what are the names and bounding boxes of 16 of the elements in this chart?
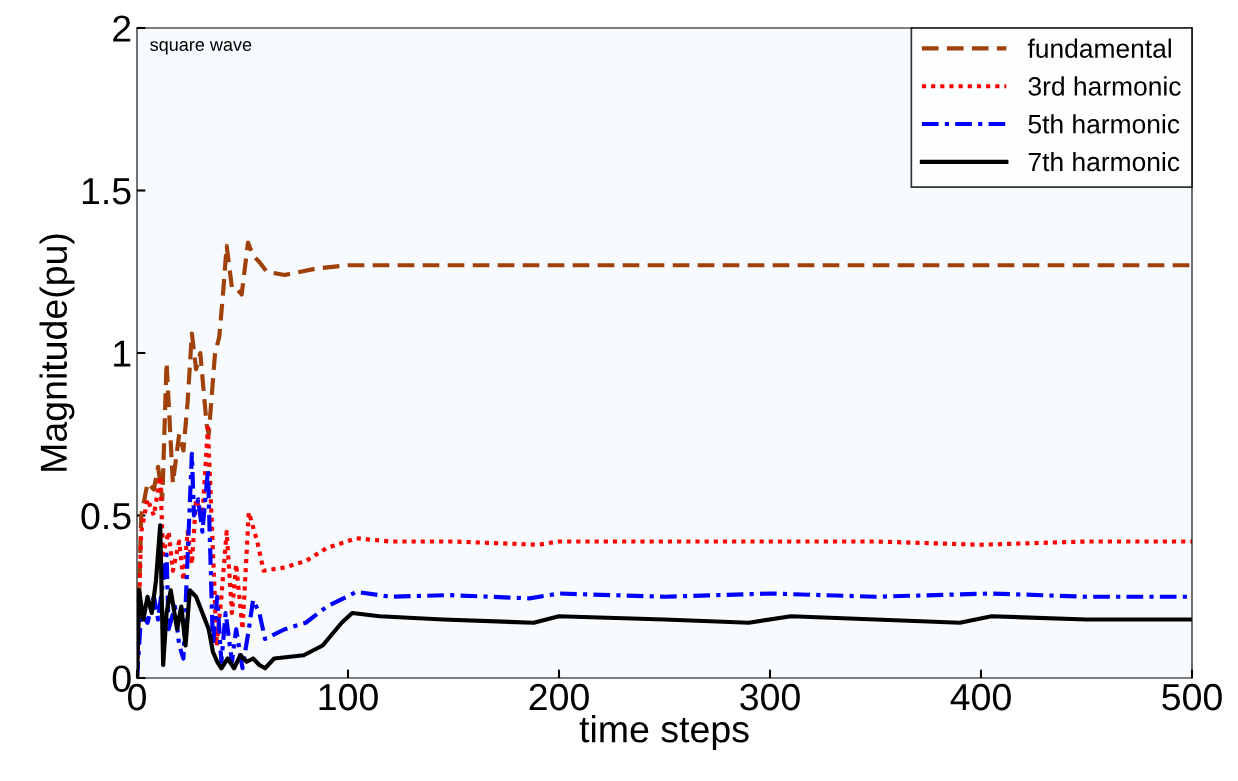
x-tick-label: 100 <box>319 683 378 711</box>
legend-label: 3rd harmonic <box>1028 76 1181 96</box>
x-tick-label: 200 <box>529 683 589 711</box>
legend-label: 5th harmonic <box>1028 114 1180 134</box>
legend-label: 7th harmonic <box>1028 151 1180 172</box>
y-tick-label: 1.5 <box>82 178 131 205</box>
x-tick-label: 400 <box>950 683 1011 711</box>
annotation: square wave <box>150 41 252 55</box>
y-tick-label: 1 <box>114 340 131 367</box>
y-axis-title: Magnitude(pu) <box>39 234 75 471</box>
legend-label: fundamental <box>1027 38 1171 58</box>
x-axis-title: time steps <box>579 715 749 750</box>
y-tick-label: 0.5 <box>81 502 131 530</box>
x-tick-label: 300 <box>740 683 800 711</box>
x-tick-label: 500 <box>1162 683 1222 711</box>
y-tick-label: 2 <box>113 15 131 42</box>
